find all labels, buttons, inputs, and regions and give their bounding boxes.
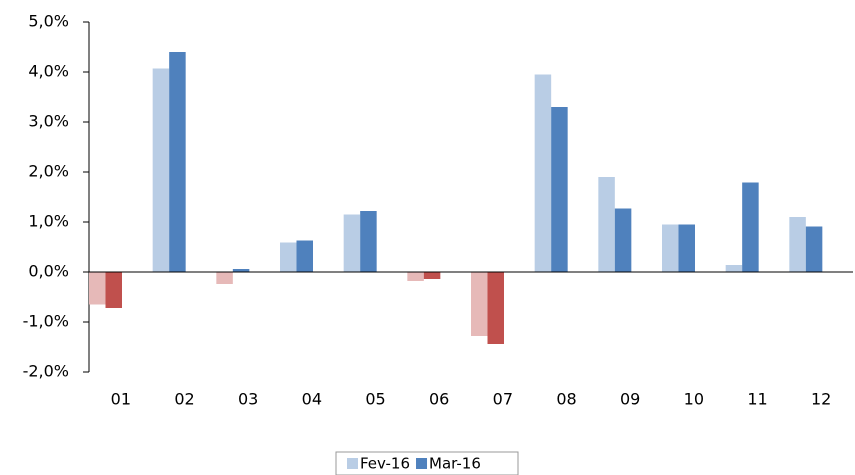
bar [678,224,695,272]
bar [407,272,424,281]
bar [169,52,186,272]
x-tick-label: 05 [365,390,385,409]
bar [105,272,122,308]
y-tick-label: 0,0% [28,262,69,281]
bar [789,217,806,272]
bar [280,242,297,272]
x-tick-label: 01 [111,390,131,409]
bar [534,74,552,272]
x-tick-label: 08 [556,390,576,409]
bar [662,224,679,272]
bar [343,214,361,272]
x-tick-label: 02 [174,390,194,409]
bar [598,177,615,272]
bar [423,272,441,279]
legend-swatch [416,458,428,469]
y-tick-label: 5,0% [28,12,69,31]
bar [742,182,759,272]
legend-label: Mar-16 [429,455,481,473]
x-tick-label: 04 [302,390,322,409]
y-tick-label: -2,0% [23,362,69,381]
bar [725,265,743,272]
bar [296,240,313,272]
x-tick-label: 11 [747,390,767,409]
bar [216,272,233,284]
y-tick-label: -1,0% [23,312,69,331]
bar [805,226,823,272]
legend-label: Fev-16 [360,455,410,473]
y-tick-label: 1,0% [28,212,69,231]
bar [551,107,568,272]
bar [360,211,377,272]
y-tick-label: 3,0% [28,112,69,131]
x-tick-label: 07 [493,390,513,409]
bar [232,269,250,272]
bar [89,272,106,305]
bar [614,208,632,272]
x-tick-label: 03 [238,390,258,409]
bar [471,272,488,336]
y-tick-label: 2,0% [28,162,69,181]
x-tick-label: 12 [811,390,831,409]
y-tick-label: 4,0% [28,62,69,81]
x-tick-label: 06 [429,390,449,409]
x-tick-label: 10 [684,390,704,409]
bar [152,68,170,272]
bar [487,272,504,344]
legend-swatch [347,458,358,469]
x-tick-label: 09 [620,390,640,409]
